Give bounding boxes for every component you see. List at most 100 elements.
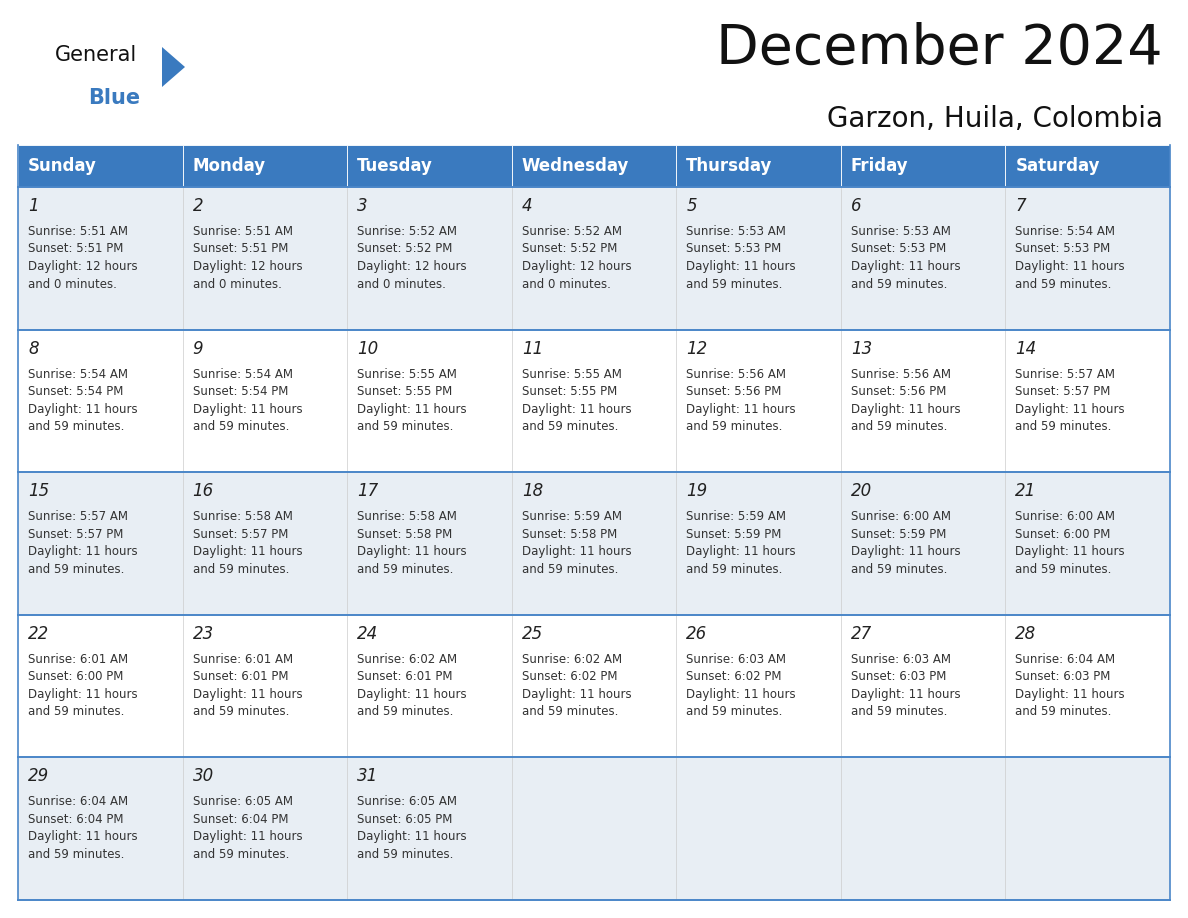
Text: 22: 22 [29,625,49,643]
Text: Daylight: 11 hours: Daylight: 11 hours [358,688,467,700]
Bar [841,145,1005,187]
Bar [18,615,183,757]
Text: Daylight: 11 hours: Daylight: 11 hours [358,831,467,844]
Text: and 59 minutes.: and 59 minutes. [192,705,289,718]
Text: Sunset: 5:53 PM: Sunset: 5:53 PM [851,242,946,255]
Bar [1005,187,1170,330]
Text: and 59 minutes.: and 59 minutes. [192,563,289,576]
Text: Sunrise: 5:52 AM: Sunrise: 5:52 AM [358,225,457,238]
Text: and 59 minutes.: and 59 minutes. [851,277,947,290]
Text: Sunrise: 6:02 AM: Sunrise: 6:02 AM [358,653,457,666]
Text: Sunrise: 5:53 AM: Sunrise: 5:53 AM [687,225,786,238]
Text: Daylight: 11 hours: Daylight: 11 hours [522,688,631,700]
Text: 25: 25 [522,625,543,643]
Text: Sunset: 5:55 PM: Sunset: 5:55 PM [522,385,617,398]
Bar [841,615,1005,757]
Text: Daylight: 12 hours: Daylight: 12 hours [29,260,138,273]
Text: Daylight: 11 hours: Daylight: 11 hours [29,545,138,558]
Text: and 59 minutes.: and 59 minutes. [522,420,618,433]
Bar [841,330,1005,472]
Text: Sunset: 6:01 PM: Sunset: 6:01 PM [192,670,287,683]
Text: Daylight: 11 hours: Daylight: 11 hours [687,688,796,700]
Bar [347,472,512,615]
Text: and 59 minutes.: and 59 minutes. [1016,705,1112,718]
Text: Sunrise: 5:58 AM: Sunrise: 5:58 AM [358,510,457,523]
Text: Sunset: 5:51 PM: Sunset: 5:51 PM [192,242,287,255]
Text: Sunset: 6:00 PM: Sunset: 6:00 PM [1016,528,1111,541]
Bar [512,757,676,900]
Text: 5: 5 [687,197,697,215]
Text: Daylight: 11 hours: Daylight: 11 hours [29,403,138,416]
Text: 11: 11 [522,340,543,358]
Text: Sunset: 6:02 PM: Sunset: 6:02 PM [687,670,782,683]
Text: Sunrise: 5:52 AM: Sunrise: 5:52 AM [522,225,621,238]
Text: and 0 minutes.: and 0 minutes. [358,277,446,290]
Text: 17: 17 [358,482,379,500]
Text: and 59 minutes.: and 59 minutes. [358,420,454,433]
Text: Sunrise: 6:02 AM: Sunrise: 6:02 AM [522,653,621,666]
Text: 4: 4 [522,197,532,215]
Text: Daylight: 11 hours: Daylight: 11 hours [192,831,302,844]
Text: and 59 minutes.: and 59 minutes. [358,563,454,576]
Text: Sunrise: 5:54 AM: Sunrise: 5:54 AM [192,367,292,381]
Bar [841,757,1005,900]
Bar [18,187,183,330]
Text: Sunset: 5:59 PM: Sunset: 5:59 PM [687,528,782,541]
Text: 16: 16 [192,482,214,500]
Text: Daylight: 12 hours: Daylight: 12 hours [192,260,302,273]
Text: Daylight: 11 hours: Daylight: 11 hours [29,688,138,700]
Text: Daylight: 11 hours: Daylight: 11 hours [1016,688,1125,700]
Text: Sunrise: 5:59 AM: Sunrise: 5:59 AM [687,510,786,523]
Bar [18,472,183,615]
Text: Blue: Blue [88,88,140,108]
Bar [512,187,676,330]
Text: Sunrise: 5:58 AM: Sunrise: 5:58 AM [192,510,292,523]
Text: Thursday: Thursday [687,157,772,175]
Bar [347,145,512,187]
Text: 18: 18 [522,482,543,500]
Bar [183,145,347,187]
Text: and 59 minutes.: and 59 minutes. [358,705,454,718]
Bar [347,187,512,330]
Text: Daylight: 11 hours: Daylight: 11 hours [851,545,960,558]
Bar [512,330,676,472]
Text: and 59 minutes.: and 59 minutes. [851,420,947,433]
Text: and 59 minutes.: and 59 minutes. [522,563,618,576]
Text: and 59 minutes.: and 59 minutes. [29,563,125,576]
Text: Sunrise: 5:51 AM: Sunrise: 5:51 AM [192,225,292,238]
Bar [183,472,347,615]
Text: Wednesday: Wednesday [522,157,630,175]
Text: Sunrise: 6:00 AM: Sunrise: 6:00 AM [1016,510,1116,523]
Text: and 59 minutes.: and 59 minutes. [687,420,783,433]
Text: Sunrise: 6:04 AM: Sunrise: 6:04 AM [29,795,128,809]
Text: 10: 10 [358,340,379,358]
Text: Daylight: 11 hours: Daylight: 11 hours [358,403,467,416]
Text: Sunset: 5:56 PM: Sunset: 5:56 PM [851,385,946,398]
Text: Sunrise: 5:55 AM: Sunrise: 5:55 AM [358,367,457,381]
Text: 14: 14 [1016,340,1037,358]
Text: Sunrise: 6:00 AM: Sunrise: 6:00 AM [851,510,950,523]
Text: 8: 8 [29,340,39,358]
Text: Sunrise: 5:55 AM: Sunrise: 5:55 AM [522,367,621,381]
Text: Sunrise: 6:01 AM: Sunrise: 6:01 AM [192,653,292,666]
Bar [183,757,347,900]
Text: 12: 12 [687,340,708,358]
Text: Daylight: 11 hours: Daylight: 11 hours [851,260,960,273]
Bar [18,145,183,187]
Text: and 0 minutes.: and 0 minutes. [29,277,116,290]
Text: Tuesday: Tuesday [358,157,432,175]
Text: Sunrise: 5:54 AM: Sunrise: 5:54 AM [29,367,128,381]
Text: 15: 15 [29,482,49,500]
Text: 30: 30 [192,767,214,786]
Text: Sunset: 5:58 PM: Sunset: 5:58 PM [358,528,453,541]
Text: Saturday: Saturday [1016,157,1100,175]
Bar [347,615,512,757]
Text: 9: 9 [192,340,203,358]
Text: 29: 29 [29,767,49,786]
Text: Sunset: 5:52 PM: Sunset: 5:52 PM [522,242,617,255]
Text: Sunrise: 5:57 AM: Sunrise: 5:57 AM [29,510,128,523]
Bar [676,472,841,615]
Text: Sunset: 5:57 PM: Sunset: 5:57 PM [1016,385,1111,398]
Bar [347,330,512,472]
Bar [1005,757,1170,900]
